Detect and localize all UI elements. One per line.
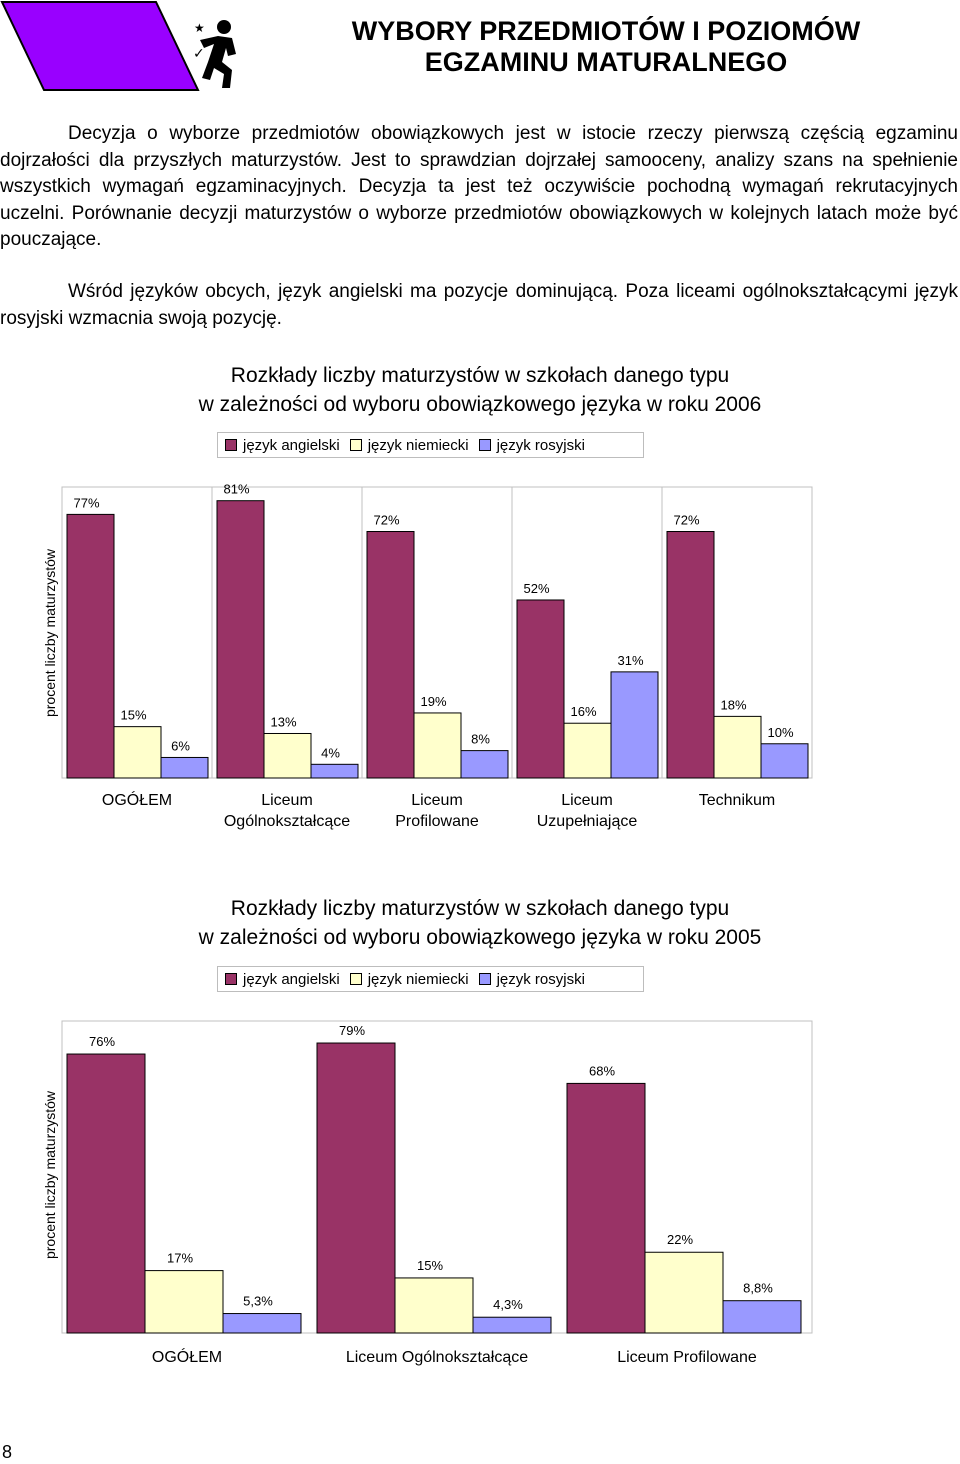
data-label: 72% <box>373 513 399 528</box>
bar-german <box>413 712 462 779</box>
legend-label-german: język niemiecki <box>367 436 469 454</box>
bar-english <box>66 1053 146 1334</box>
data-label: 13% <box>270 714 296 729</box>
data-label: 79% <box>339 1023 365 1038</box>
bar-russian <box>222 1313 302 1334</box>
category-label: Liceum <box>261 792 313 809</box>
header-banner <box>0 1 200 91</box>
data-label: 17% <box>167 1251 193 1266</box>
bar-german <box>563 722 612 779</box>
legend-swatch-russian <box>478 973 491 985</box>
bar-english <box>66 513 115 779</box>
chart-2006: 77% 15% 6% OGÓŁEM 81% 13% 4% Liceum Ogólnokształ… <box>42 482 813 830</box>
svg-text:★: ★ <box>194 21 205 35</box>
chart-2005-title-line2: w zależności od wyboru obowiązkowego jęz… <box>198 926 762 949</box>
chart-2006-legend: język angielski język niemiecki język ro… <box>217 432 644 458</box>
legend-label-german: język niemiecki <box>367 970 469 988</box>
category-label: Ogólnokształcące <box>224 813 350 830</box>
category-label: Liceum Profilowane <box>617 1349 757 1366</box>
svg-text:✓: ✓ <box>193 46 205 62</box>
legend-item-english: język angielski <box>225 437 340 454</box>
data-label: 31% <box>617 653 643 668</box>
data-label: 8% <box>471 732 490 747</box>
legend-item-russian: język rosyjski <box>478 436 585 454</box>
data-label: 68% <box>589 1063 615 1078</box>
y-axis-label: procent liczby maturzystów <box>42 548 58 717</box>
legend-label-english: język angielski <box>243 970 340 988</box>
category-label: Profilowane <box>395 813 479 830</box>
bar-russian <box>160 756 209 779</box>
legend-item-russian: język rosyjski <box>478 970 585 988</box>
bar-german <box>713 715 762 779</box>
chart-2005-title-line1: Rozkłady liczby maturzystów w szkołach d… <box>230 897 730 920</box>
data-label: 5,3% <box>243 1294 273 1309</box>
bar-german <box>263 732 312 779</box>
legend-item-english: język angielski <box>225 971 340 988</box>
data-label: 77% <box>73 495 99 510</box>
data-label: 19% <box>420 694 446 709</box>
bar-english <box>216 500 265 779</box>
page-number: 8 <box>2 1442 13 1462</box>
data-label: 72% <box>673 513 699 528</box>
category-label: OGÓŁEM <box>102 790 172 809</box>
legend-label-russian: język rosyjski <box>496 970 585 988</box>
bar-german <box>644 1251 724 1334</box>
data-label: 6% <box>171 738 190 753</box>
running-figure-icon: ★ ✓ <box>193 20 236 88</box>
legend-swatch-russian <box>478 439 491 451</box>
data-label: 16% <box>570 704 596 719</box>
data-label: 18% <box>720 697 746 712</box>
legend-item-german: język niemiecki <box>349 436 469 454</box>
category-label: Uzupełniające <box>537 813 638 830</box>
bar-english <box>666 531 715 779</box>
bar-english <box>516 599 565 779</box>
data-label: 15% <box>120 708 146 723</box>
legend-swatch-english <box>225 973 237 985</box>
chart-2006-title-line1: Rozkłady liczby maturzystów w szkołach d… <box>230 364 730 387</box>
bar-russian <box>722 1300 802 1334</box>
data-label: 8,8% <box>743 1281 773 1296</box>
category-label: OGÓŁEM <box>152 1347 222 1366</box>
header-title-line1: WYBORY PRZEDMIOTÓW I POZIOMÓW <box>351 16 861 46</box>
body-paragraph-1: Decyzja o wyborze przedmiotów obowiązkow… <box>0 123 958 250</box>
legend-label-english: język angielski <box>243 436 340 454</box>
bar-russian <box>310 763 359 779</box>
body-paragraph-2: Wśród języków obcych, język angielski ma… <box>0 281 958 329</box>
chart-2005-legend: język angielski język niemiecki język ro… <box>217 966 644 992</box>
category-label: Technikum <box>699 792 775 809</box>
legend-label-russian: język rosyjski <box>496 436 585 454</box>
bar-german <box>394 1277 474 1334</box>
category-label: Liceum <box>561 792 613 809</box>
legend-item-german: język niemiecki <box>349 970 469 988</box>
data-label: 4% <box>321 745 340 760</box>
bar-russian <box>760 743 809 779</box>
y-axis-label: procent liczby maturzystów <box>42 1090 58 1259</box>
legend-swatch-german <box>349 439 362 451</box>
bar-russian <box>460 750 509 779</box>
bar-english <box>366 531 415 779</box>
legend-swatch-german <box>349 973 362 985</box>
category-label: Liceum Ogólnokształcące <box>346 1349 528 1366</box>
data-label: 4,3% <box>493 1297 523 1312</box>
legend-swatch-english <box>225 439 237 451</box>
data-label: 52% <box>523 581 549 596</box>
data-label: 15% <box>417 1258 443 1273</box>
bar-russian <box>472 1316 552 1334</box>
bar-german <box>113 726 162 779</box>
data-label: 81% <box>223 482 249 497</box>
chart-2006-title-line2: w zależności od wyboru obowiązkowego jęz… <box>198 393 762 416</box>
bar-english <box>566 1082 646 1334</box>
bar-russian <box>610 671 659 779</box>
data-label: 76% <box>89 1034 115 1049</box>
data-label: 22% <box>667 1232 693 1247</box>
bar-english <box>316 1042 396 1334</box>
chart-2005: 76% 17% 5,3% OGÓŁEM 79% 15% 4,3% Liceum Ogólnok… <box>42 1020 813 1366</box>
header-title-line2: EGZAMINU MATURALNEGO <box>424 47 788 77</box>
category-label: Liceum <box>411 792 463 809</box>
data-label: 10% <box>767 725 793 740</box>
bar-german <box>144 1270 224 1334</box>
